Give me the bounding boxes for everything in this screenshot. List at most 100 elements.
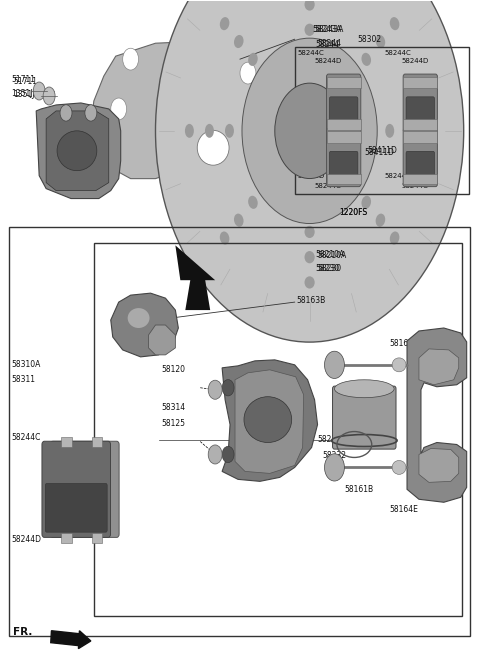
Ellipse shape [234, 214, 243, 227]
Bar [326, 131, 361, 143]
Ellipse shape [304, 24, 315, 36]
Text: 51711: 51711 [13, 77, 37, 85]
Bar [326, 173, 361, 184]
Text: 58314: 58314 [161, 403, 185, 412]
Text: 1351JD: 1351JD [12, 89, 39, 99]
Ellipse shape [392, 358, 406, 372]
Text: 58120: 58120 [161, 365, 185, 374]
Text: 58210A: 58210A [315, 250, 345, 259]
Text: 58244: 58244 [315, 39, 339, 49]
Bar [92, 533, 102, 543]
FancyBboxPatch shape [406, 151, 434, 183]
Bar [326, 119, 361, 129]
Circle shape [60, 104, 72, 121]
Text: 1220FS: 1220FS [339, 208, 368, 217]
Ellipse shape [304, 251, 315, 263]
Polygon shape [36, 103, 120, 198]
FancyBboxPatch shape [50, 442, 119, 537]
Bar [403, 131, 437, 143]
Circle shape [242, 38, 377, 223]
Ellipse shape [390, 231, 399, 244]
Text: 51711: 51711 [12, 74, 36, 83]
Text: 58244C: 58244C [314, 183, 341, 189]
Text: 58244D: 58244D [81, 447, 111, 456]
Text: 58244: 58244 [317, 39, 342, 48]
Text: 58235C: 58235C [317, 435, 347, 444]
FancyArrow shape [51, 631, 91, 648]
Text: 1351JD: 1351JD [13, 91, 41, 99]
Text: 1220FS: 1220FS [339, 208, 368, 217]
FancyBboxPatch shape [406, 97, 434, 128]
Ellipse shape [128, 308, 150, 328]
Bar [295, 47, 469, 194]
Bar [9, 227, 470, 636]
Ellipse shape [205, 124, 214, 138]
Text: 58244C: 58244C [401, 183, 428, 189]
Ellipse shape [197, 130, 229, 165]
Text: 58243A: 58243A [313, 25, 342, 34]
Text: 58244D: 58244D [314, 58, 341, 64]
Polygon shape [222, 360, 318, 482]
Text: 58164E: 58164E [389, 505, 418, 514]
Ellipse shape [335, 380, 394, 397]
Text: 58411D: 58411D [367, 147, 397, 155]
Circle shape [156, 0, 464, 342]
Bar [92, 437, 102, 447]
Text: 58311: 58311 [12, 375, 36, 384]
Text: 58163B: 58163B [297, 296, 326, 305]
Polygon shape [419, 349, 459, 385]
Circle shape [85, 104, 97, 121]
FancyBboxPatch shape [403, 74, 437, 132]
Ellipse shape [361, 196, 371, 209]
Polygon shape [91, 41, 272, 179]
Polygon shape [148, 325, 175, 355]
Text: 58244C: 58244C [81, 520, 110, 530]
Circle shape [275, 83, 344, 179]
FancyBboxPatch shape [326, 74, 361, 132]
Circle shape [111, 98, 127, 120]
Text: 58244C: 58244C [384, 50, 411, 56]
Circle shape [208, 380, 222, 399]
FancyBboxPatch shape [329, 151, 358, 183]
Text: 58310A: 58310A [12, 360, 41, 369]
Text: 58244D: 58244D [384, 173, 412, 179]
Text: 58244C: 58244C [12, 433, 41, 442]
Text: 58164E: 58164E [414, 355, 443, 365]
Circle shape [222, 446, 234, 463]
Polygon shape [46, 111, 109, 191]
Bar [61, 437, 72, 447]
Ellipse shape [234, 35, 243, 48]
Ellipse shape [248, 53, 258, 66]
Ellipse shape [376, 214, 385, 227]
Bar [403, 119, 437, 129]
Ellipse shape [304, 226, 315, 238]
Ellipse shape [385, 124, 394, 138]
Text: 58230: 58230 [318, 263, 342, 273]
Circle shape [222, 380, 234, 396]
Ellipse shape [185, 124, 194, 138]
Polygon shape [175, 245, 215, 310]
Text: 58161B: 58161B [344, 485, 373, 494]
Text: 58244C: 58244C [297, 50, 324, 56]
Circle shape [324, 454, 344, 481]
FancyBboxPatch shape [329, 97, 358, 128]
Text: 58244D: 58244D [297, 173, 324, 179]
Text: 58125: 58125 [161, 419, 185, 428]
Ellipse shape [244, 397, 292, 443]
Ellipse shape [304, 277, 315, 288]
Bar [326, 77, 361, 89]
FancyBboxPatch shape [326, 129, 361, 187]
Ellipse shape [33, 82, 45, 100]
Bar [61, 533, 72, 543]
Ellipse shape [43, 87, 55, 105]
Ellipse shape [304, 0, 315, 11]
Bar [95, 244, 462, 616]
Ellipse shape [220, 17, 229, 30]
Circle shape [208, 445, 222, 464]
Text: 58244D: 58244D [12, 535, 41, 543]
Polygon shape [111, 293, 179, 357]
Text: 58233: 58233 [419, 467, 443, 476]
Circle shape [240, 62, 256, 84]
Text: 58161B: 58161B [389, 340, 418, 348]
Ellipse shape [425, 124, 434, 138]
